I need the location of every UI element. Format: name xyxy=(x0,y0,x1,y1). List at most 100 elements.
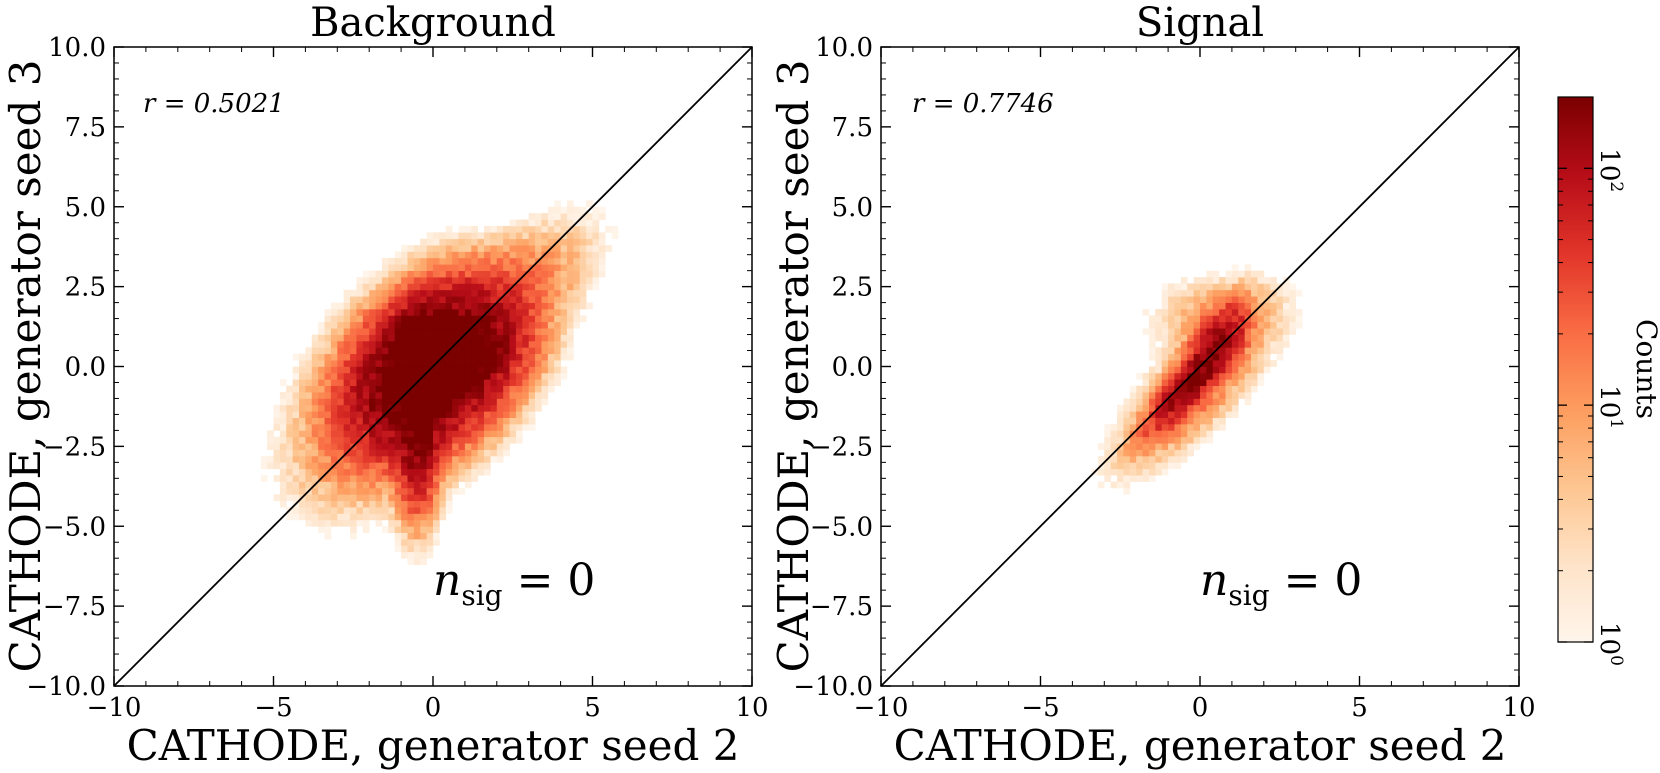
heat-cell xyxy=(579,232,587,240)
heat-cell xyxy=(1129,385,1137,393)
heat-cell xyxy=(484,455,491,463)
heat-cell xyxy=(426,430,434,438)
heat-cell xyxy=(1117,481,1124,489)
heat-cell xyxy=(381,353,389,361)
heat-cell xyxy=(547,340,555,348)
heat-cell xyxy=(1289,328,1297,335)
heat-cell xyxy=(375,340,383,348)
heat-cell xyxy=(279,455,287,463)
heat-cell xyxy=(369,462,376,470)
heat-cell xyxy=(528,302,536,310)
heat-cell xyxy=(1244,283,1252,291)
heat-cell xyxy=(1231,296,1239,303)
heat-cell xyxy=(477,251,485,259)
heat-cell xyxy=(426,462,434,470)
heat-cell xyxy=(592,219,600,227)
heat-cell xyxy=(1187,283,1194,291)
heat-cell xyxy=(560,264,568,271)
heat-cell xyxy=(1117,436,1124,444)
heat-cell xyxy=(433,321,440,329)
heat-cell xyxy=(311,392,319,399)
heat-cell xyxy=(1238,302,1246,310)
heat-cell xyxy=(458,340,466,348)
heat-cell xyxy=(1225,372,1233,380)
heat-cell xyxy=(369,379,376,387)
heat-cell xyxy=(330,519,338,527)
heat-cell xyxy=(1110,455,1118,463)
heat-cell xyxy=(362,353,370,361)
heat-cell xyxy=(394,321,402,329)
heat-cell xyxy=(433,449,440,457)
heat-cell xyxy=(522,232,530,240)
heat-cell xyxy=(350,404,357,412)
heat-cell xyxy=(1117,468,1124,476)
heat-cell xyxy=(1200,353,1207,361)
heat-cell xyxy=(1148,353,1156,361)
heat-cell xyxy=(299,417,306,425)
heat-cell xyxy=(477,379,485,387)
heat-cell xyxy=(1212,270,1220,278)
heat-cell xyxy=(350,379,357,387)
heat-cell xyxy=(1123,404,1131,412)
heat-cell xyxy=(445,315,453,323)
heat-cell xyxy=(471,424,479,431)
heat-cell xyxy=(1200,296,1207,303)
heat-cell xyxy=(420,366,427,374)
heat-cell xyxy=(369,328,376,335)
heat-cell xyxy=(311,519,319,527)
heat-cell xyxy=(311,443,319,450)
heat-cell xyxy=(1180,366,1188,374)
heat-cell xyxy=(477,283,485,291)
heat-cell xyxy=(311,340,319,348)
heat-cell xyxy=(267,430,274,438)
heat-cell xyxy=(1193,385,1201,393)
heat-cell xyxy=(1161,372,1169,380)
heat-cell xyxy=(330,353,338,361)
heat-cell xyxy=(356,334,364,342)
heat-cell xyxy=(311,507,319,514)
background-panel: Background −10 −5 0 5 10−10.0−7.5−5.0−2.50.0… xyxy=(1,0,769,770)
heat-cell xyxy=(496,251,504,259)
heat-cell xyxy=(592,238,600,246)
heat-cell xyxy=(1251,296,1258,303)
heat-cell xyxy=(1168,366,1175,374)
heat-cell xyxy=(433,539,440,546)
heat-cell xyxy=(509,360,517,367)
heat-cell xyxy=(407,424,415,431)
heat-cell xyxy=(1257,353,1265,361)
heat-cell xyxy=(1168,315,1175,323)
heat-cell xyxy=(464,225,472,233)
heat-cell xyxy=(350,449,357,457)
heat-cell xyxy=(394,449,402,457)
panel-title: Background xyxy=(310,0,556,46)
heat-cell xyxy=(439,347,447,355)
heat-cell xyxy=(394,545,402,553)
heat-cell xyxy=(1180,334,1188,342)
heat-cell xyxy=(273,404,281,412)
heat-cell xyxy=(420,404,427,412)
heat-cell xyxy=(503,404,510,412)
heat-cell xyxy=(490,328,498,335)
heat-cell xyxy=(426,238,434,246)
heat-cell xyxy=(490,245,498,252)
heat-cell xyxy=(356,475,364,482)
heat-cell xyxy=(433,379,440,387)
heat-cell xyxy=(350,302,357,310)
heat-cell xyxy=(413,519,421,527)
heat-cell xyxy=(528,328,536,335)
heat-cell xyxy=(330,500,338,508)
heat-cell xyxy=(305,353,313,361)
heat-cell xyxy=(1231,411,1239,418)
heat-cell xyxy=(509,411,517,418)
heat-cell xyxy=(1206,296,1214,303)
heat-cell xyxy=(1180,392,1188,399)
heat-cell xyxy=(535,315,542,323)
heat-cell xyxy=(401,277,408,284)
heat-cell xyxy=(490,449,498,457)
heat-cell xyxy=(401,328,408,335)
heat-cell xyxy=(445,385,453,393)
heat-cell xyxy=(452,270,459,278)
heat-cell xyxy=(1174,353,1182,361)
heat-cell xyxy=(471,455,479,463)
